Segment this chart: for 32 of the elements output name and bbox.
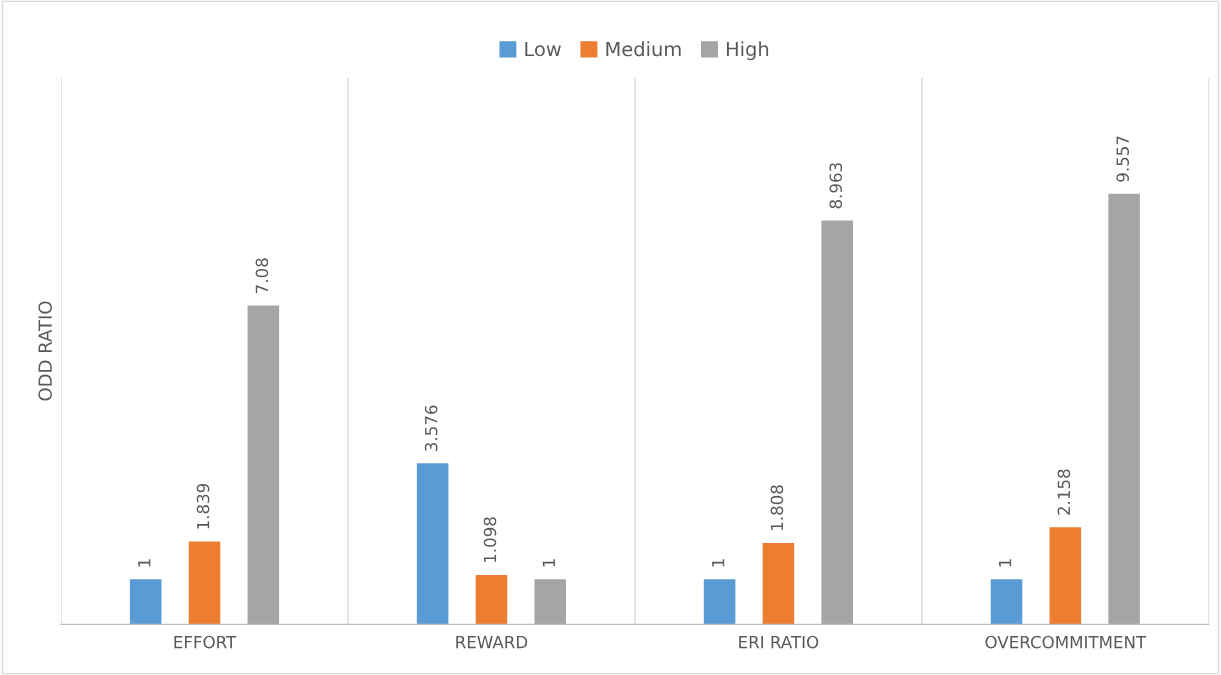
- data-label: 1.839: [196, 483, 210, 529]
- bar: [534, 579, 567, 625]
- bar: [1108, 193, 1140, 625]
- data-label: 1: [998, 559, 1012, 567]
- bar: [475, 574, 508, 625]
- x-tick-label: EFFORT: [174, 635, 237, 649]
- bar: [247, 305, 280, 625]
- legend-label: Medium: [606, 41, 681, 57]
- bar: [129, 579, 162, 625]
- bar: [416, 463, 449, 625]
- legend-label: High: [726, 41, 769, 61]
- data-label: 7.08: [255, 258, 269, 293]
- data-label: 1.808: [770, 485, 784, 530]
- data-label: 1: [542, 559, 555, 567]
- data-label: 1: [138, 559, 151, 567]
- bar: [188, 541, 221, 625]
- bar: [762, 542, 795, 625]
- legend-label: Low: [525, 41, 561, 57]
- data-label: 3.576: [424, 405, 438, 451]
- data-label: 2.158: [1057, 469, 1071, 515]
- data-label: 1: [712, 559, 725, 567]
- x-tick-label: OVERCOMMITMENT: [985, 635, 1147, 649]
- data-label: 8.963: [829, 163, 843, 209]
- bar: [1049, 527, 1082, 625]
- data-label: 1.098: [483, 517, 497, 562]
- data-label: 9.557: [1116, 136, 1129, 182]
- bar: [821, 220, 853, 625]
- bar: [703, 579, 736, 625]
- x-tick-label: REWARD: [456, 636, 528, 649]
- bar: [990, 579, 1023, 625]
- y-axis-title: ODD RATIO: [38, 301, 52, 401]
- x-tick-label: ERI RATIO: [739, 635, 819, 649]
